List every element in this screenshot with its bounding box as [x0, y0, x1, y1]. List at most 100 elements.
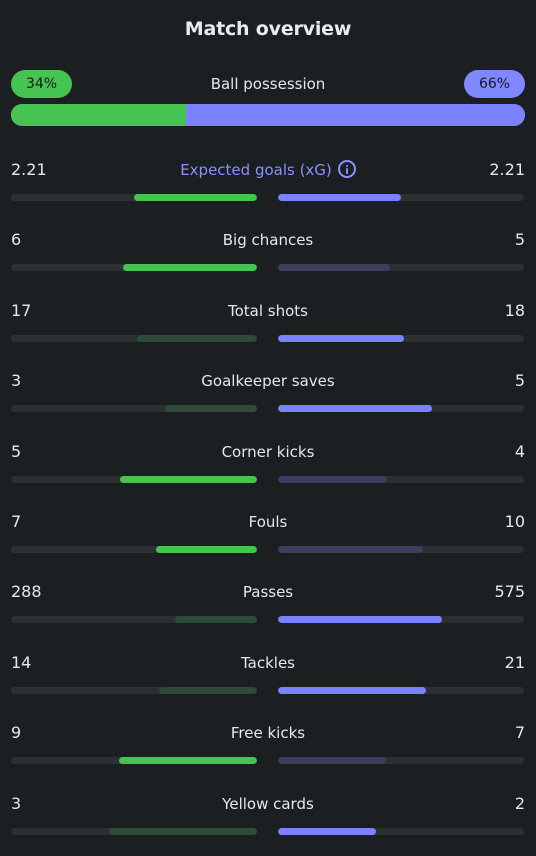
away-bar-fill [278, 194, 401, 201]
home-bar-fill [134, 194, 257, 201]
panel-title: Match overview [184, 18, 352, 40]
away-value: 5 [514, 230, 525, 249]
home-bar-track [11, 546, 257, 553]
home-bar-fill [137, 335, 257, 342]
home-bar-track [11, 335, 257, 342]
away-value: 21 [504, 653, 525, 672]
home-value: 288 [11, 582, 42, 601]
home-bar-fill [109, 828, 257, 835]
stat-label: Yellow cards [11, 793, 525, 815]
away-bar-fill [278, 335, 405, 342]
stat-label-text: Total shots [228, 302, 308, 320]
away-bar-fill [278, 264, 390, 271]
away-bar-fill [278, 757, 386, 764]
home-bar-track [11, 405, 257, 412]
possession-label: Ball possession [210, 75, 326, 93]
stat-row-fouls: 7 Fouls 10 [11, 511, 525, 557]
home-bar-fill [118, 757, 257, 764]
away-bar-fill [278, 687, 426, 694]
home-bar-track [11, 264, 257, 271]
stat-label: Big chances [11, 229, 525, 251]
stat-label-text: Goalkeeper saves [201, 372, 335, 390]
away-bar-track [278, 546, 524, 553]
away-bar-fill [278, 616, 442, 623]
home-bar-track [11, 194, 257, 201]
stat-row-passes: 288 Passes 575 [11, 581, 525, 627]
away-bar-track [278, 264, 524, 271]
away-value: 18 [504, 301, 525, 320]
stat-label: Fouls [11, 511, 525, 533]
possession-bar-home [11, 104, 186, 126]
home-bar-track [11, 616, 257, 623]
home-value: 3 [11, 794, 22, 813]
home-bar-track [11, 828, 257, 835]
stat-row-big-chances: 6 Big chances 5 [11, 229, 525, 275]
home-value: 9 [11, 723, 22, 742]
home-value: 5 [11, 442, 22, 461]
away-value: 2.21 [489, 160, 525, 179]
stat-label-text: Expected goals (xG) [180, 161, 332, 179]
home-bar-fill [164, 405, 257, 412]
stat-label: Tackles [11, 652, 525, 674]
stat-label-text: Fouls [248, 513, 288, 531]
home-value: 17 [11, 301, 32, 320]
stat-label-text: Tackles [240, 654, 296, 672]
away-bar-track [278, 194, 524, 201]
home-value: 6 [11, 230, 22, 249]
stat-label-text: Big chances [222, 231, 314, 249]
away-value: 10 [504, 512, 525, 531]
stat-label[interactable]: Expected goals (xG) [11, 159, 525, 181]
stat-label-text: Free kicks [230, 724, 306, 742]
away-bar-track [278, 687, 524, 694]
home-value: 2.21 [11, 160, 47, 179]
stat-label-text: Corner kicks [221, 443, 315, 461]
stat-row-total-shots: 17 Total shots 18 [11, 300, 525, 346]
home-bar-track [11, 687, 257, 694]
stat-label: Total shots [11, 300, 525, 322]
away-bar-fill [278, 546, 423, 553]
home-bar-track [11, 757, 257, 764]
home-value: 3 [11, 371, 22, 390]
away-value: 5 [514, 371, 525, 390]
stat-row-yellow-cards: 3 Yellow cards 2 [11, 793, 525, 839]
away-value: 4 [514, 442, 525, 461]
away-bar-track [278, 828, 524, 835]
stat-label: Goalkeeper saves [11, 370, 525, 392]
stat-label: Free kicks [11, 722, 525, 744]
home-bar-fill [122, 264, 257, 271]
stat-row-free-kicks: 9 Free kicks 7 [11, 722, 525, 768]
away-bar-fill [278, 476, 388, 483]
stat-row-goalkeeper-saves: 3 Goalkeeper saves 5 [11, 370, 525, 416]
stat-label-text: Yellow cards [222, 795, 314, 813]
stat-row-tackles: 14 Tackles 21 [11, 652, 525, 698]
away-bar-fill [278, 828, 377, 835]
possession-header: Ball possession 34% 66% [11, 70, 525, 98]
stat-row-corner-kicks: 5 Corner kicks 4 [11, 441, 525, 487]
away-bar-track [278, 757, 524, 764]
possession-bar-away [185, 104, 525, 126]
stat-label: Corner kicks [11, 441, 525, 463]
away-value: 2 [514, 794, 525, 813]
home-bar-track [11, 476, 257, 483]
home-bar-fill [174, 616, 257, 623]
away-bar-track [278, 616, 524, 623]
info-icon[interactable] [337, 160, 356, 178]
away-bar-fill [278, 405, 432, 412]
away-possession-badge: 66% [464, 70, 525, 98]
away-bar-track [278, 476, 524, 483]
away-value: 7 [514, 723, 525, 742]
away-bar-track [278, 405, 524, 412]
home-bar-fill [155, 546, 257, 553]
stat-label-text: Passes [242, 583, 294, 601]
away-bar-track [278, 335, 524, 342]
stat-row-xg: 2.21 Expected goals (xG) 2.21 [11, 159, 525, 205]
possession-bar [11, 104, 525, 126]
home-bar-fill [158, 687, 257, 694]
home-value: 14 [11, 653, 32, 672]
home-bar-fill [120, 476, 257, 483]
home-possession-badge: 34% [11, 70, 72, 98]
away-value: 575 [494, 582, 525, 601]
home-value: 7 [11, 512, 22, 531]
stat-label: Passes [11, 581, 525, 603]
